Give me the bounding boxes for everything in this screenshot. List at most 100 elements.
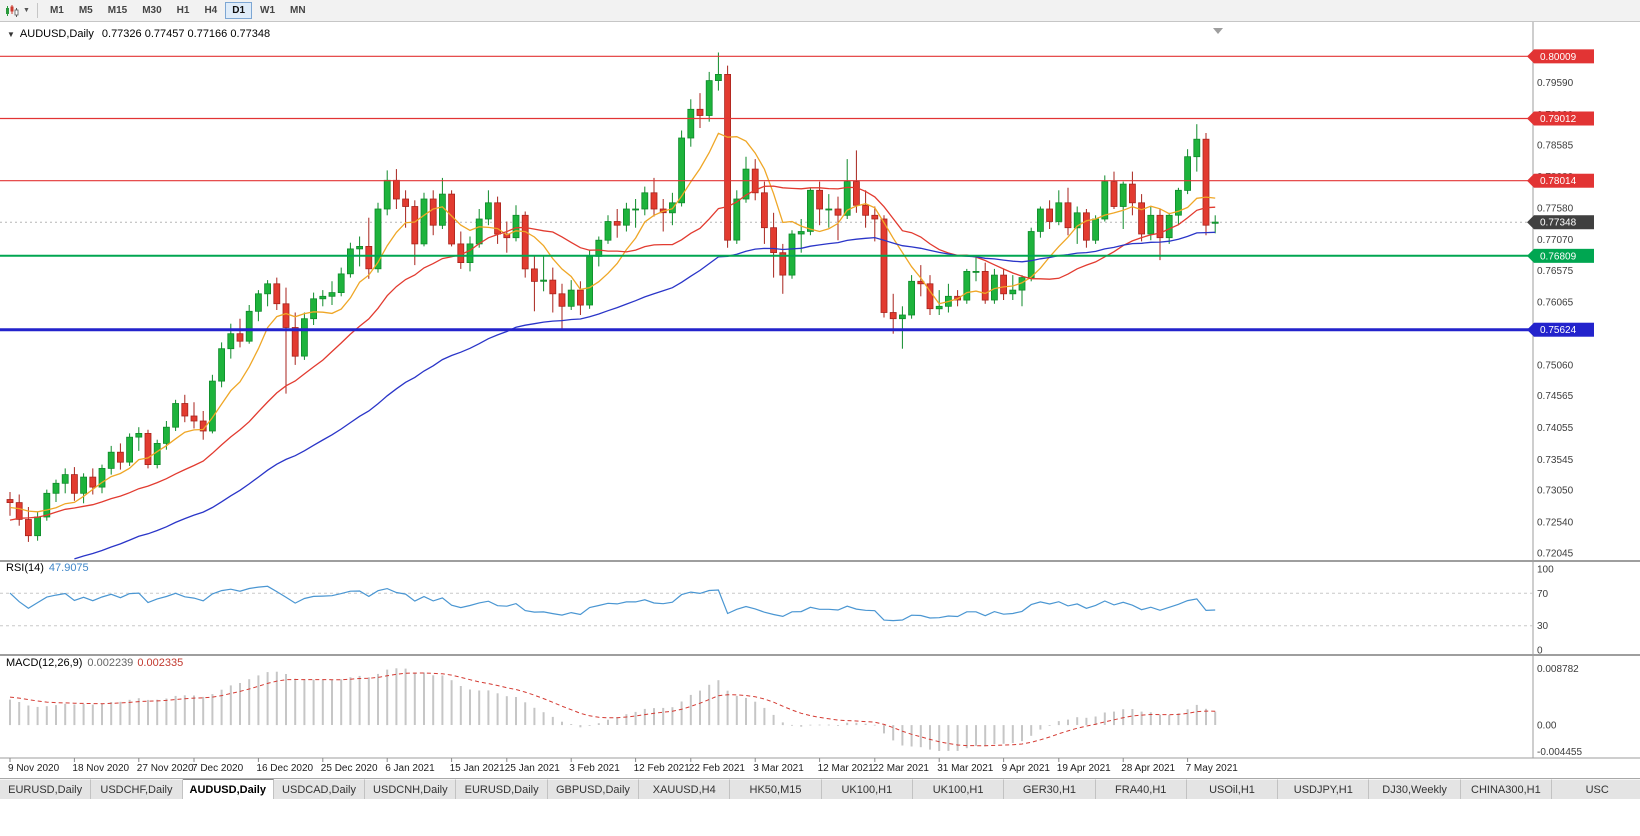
candle xyxy=(319,290,327,307)
candle xyxy=(392,169,400,209)
candle xyxy=(972,256,980,282)
candle xyxy=(779,243,787,294)
candle xyxy=(715,52,722,91)
candle xyxy=(282,287,290,394)
candle xyxy=(825,194,833,228)
ma-55-line xyxy=(74,231,1216,560)
ma-20-line xyxy=(9,185,1216,521)
macd-indicator-label: MACD(12,26,9) 0.002239 0.002335 xyxy=(6,657,183,669)
svg-text:3 Feb 2021: 3 Feb 2021 xyxy=(569,763,620,774)
candle xyxy=(733,190,741,244)
svg-text:0.76809: 0.76809 xyxy=(1540,251,1577,262)
candle xyxy=(466,236,474,272)
svg-text:0.78014: 0.78014 xyxy=(1540,176,1577,187)
candle xyxy=(300,312,308,360)
chart-tab-hk50-m15[interactable]: HK50,M15 xyxy=(730,779,822,799)
candle xyxy=(208,374,216,434)
chart-canvas[interactable]: 0.795900.790800.785850.780800.775800.770… xyxy=(0,22,1640,778)
chart-area[interactable]: 0.795900.790800.785850.780800.775800.770… xyxy=(0,22,1640,778)
candle xyxy=(144,429,152,469)
candle xyxy=(981,262,989,304)
chart-shift-marker[interactable] xyxy=(1213,28,1223,34)
chart-type-icon[interactable] xyxy=(3,3,21,19)
bottom-spacer xyxy=(0,799,1640,836)
candle xyxy=(337,267,345,297)
svg-text:0.72045: 0.72045 xyxy=(1537,548,1574,559)
svg-text:0.008782: 0.008782 xyxy=(1537,664,1579,675)
collapse-chart-icon[interactable]: ▼ xyxy=(7,30,15,39)
chart-tab-eurusd-daily[interactable]: EURUSD,Daily xyxy=(456,779,548,799)
chart-type-dropdown-caret[interactable]: ▼ xyxy=(23,7,30,14)
chart-tab-xauusd-h4[interactable]: XAUUSD,H4 xyxy=(639,779,731,799)
candle xyxy=(935,290,943,315)
chart-tab-uk100-h1[interactable]: UK100,H1 xyxy=(821,779,913,799)
candle xyxy=(52,479,60,502)
candle xyxy=(843,159,851,219)
rsi-line xyxy=(9,585,1216,622)
candle xyxy=(1193,124,1201,172)
candle xyxy=(1055,190,1063,226)
svg-text:0.80009: 0.80009 xyxy=(1540,52,1577,63)
chart-tab-uk100-h1[interactable]: UK100,H1 xyxy=(912,779,1005,799)
candle xyxy=(659,199,667,232)
chart-tab-china300-h1[interactable]: CHINA300,H1 xyxy=(1460,779,1553,799)
candle xyxy=(1138,194,1145,242)
ma-7-line xyxy=(9,132,1216,513)
timeframe-m5-button[interactable]: M5 xyxy=(72,2,100,19)
candle xyxy=(273,277,281,310)
top-toolbar: ▼ M1 M5 M15 M30 H1 H4 D1 W1 MN xyxy=(0,0,1640,22)
candle xyxy=(963,268,971,304)
candle xyxy=(117,443,124,470)
price-axis-labels[interactable]: 0.795900.790800.785850.780800.775800.770… xyxy=(1537,78,1574,559)
chart-tab-dj30-weekly[interactable]: DJ30,Weekly xyxy=(1369,779,1461,799)
candle xyxy=(880,215,888,318)
chart-tab-usoil-h1[interactable]: USOil,H1 xyxy=(1186,779,1279,799)
candle xyxy=(1037,206,1044,238)
candle xyxy=(862,190,869,228)
svg-text:18 Nov 2020: 18 Nov 2020 xyxy=(72,763,129,774)
candle xyxy=(1000,268,1007,300)
svg-text:16 Dec 2020: 16 Dec 2020 xyxy=(256,763,313,774)
chart-tab-usdcad-daily[interactable]: USDCAD,Daily xyxy=(273,779,366,799)
timeframe-h1-button[interactable]: H1 xyxy=(170,2,197,19)
chart-tab-gbpusd-daily[interactable]: GBPUSD,Daily xyxy=(547,779,640,799)
candle xyxy=(1101,175,1109,222)
chart-tab-usdcnh-daily[interactable]: USDCNH,Daily xyxy=(365,779,457,799)
rsi-axis-labels: 100 70 30 0 xyxy=(1537,565,1554,657)
chart-tab-usc[interactable]: USC xyxy=(1552,779,1640,799)
level-price-tag: 0.75624 xyxy=(1527,322,1594,337)
svg-text:0.79012: 0.79012 xyxy=(1540,114,1577,125)
chart-tab-audusd-daily[interactable]: AUDUSD,Daily xyxy=(182,779,274,799)
timeframe-m1-button[interactable]: M1 xyxy=(43,2,71,19)
candle xyxy=(586,250,593,309)
svg-text:19 Apr 2021: 19 Apr 2021 xyxy=(1057,763,1111,774)
candle xyxy=(705,71,713,122)
chart-title: ▼ AUDUSD,Daily 0.77326 0.77457 0.77166 0.7… xyxy=(7,28,270,40)
timeframe-h4-button[interactable]: H4 xyxy=(197,2,224,19)
chart-tab-ger30-h1[interactable]: GER30,H1 xyxy=(1004,779,1096,799)
chart-symbol-label: AUDUSD,Daily xyxy=(19,28,94,40)
candle xyxy=(503,221,511,253)
chart-tab-usdjpy-h1[interactable]: USDJPY,H1 xyxy=(1278,779,1370,799)
timeframe-d1-button[interactable]: D1 xyxy=(225,2,253,19)
candle xyxy=(613,209,621,238)
candle xyxy=(807,187,814,236)
candle xyxy=(678,130,685,207)
timeframe-w1-button[interactable]: W1 xyxy=(253,2,282,19)
chart-tab-fra40-h1[interactable]: FRA40,H1 xyxy=(1095,779,1187,799)
macd-histogram xyxy=(9,668,1217,751)
chart-tab-eurusd-daily[interactable]: EURUSD,Daily xyxy=(0,779,92,799)
timeframe-mn-button[interactable]: MN xyxy=(283,2,313,19)
candle xyxy=(190,402,198,429)
svg-text:0.00: 0.00 xyxy=(1537,721,1557,732)
candle xyxy=(420,192,428,247)
candle xyxy=(245,305,253,344)
candle xyxy=(595,236,603,267)
candle xyxy=(1027,227,1035,282)
level-price-tag: 0.80009 xyxy=(1527,49,1594,64)
chart-tab-usdchf-daily[interactable]: USDCHF,Daily xyxy=(91,779,183,799)
timeframe-m30-button[interactable]: M30 xyxy=(135,2,168,19)
svg-text:7 May 2021: 7 May 2021 xyxy=(1186,763,1239,774)
timeframe-m15-button[interactable]: M15 xyxy=(101,2,134,19)
